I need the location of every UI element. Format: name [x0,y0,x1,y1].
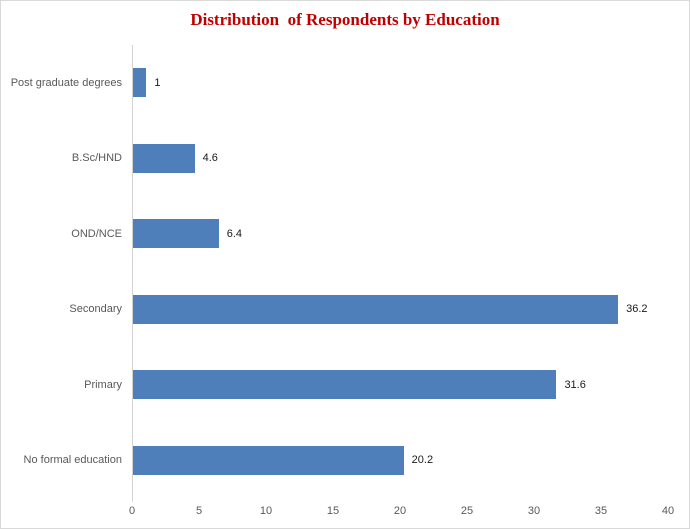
x-tick-label: 10 [259,505,273,517]
category-label: Post graduate degrees [10,76,122,89]
plot-area [132,45,668,498]
bar-b-sc-hnd [133,143,195,173]
bar-ond-nce [133,219,219,249]
bar-post-graduate-degrees [133,68,147,98]
x-tick-label: 20 [393,505,407,517]
x-tick-label: 25 [460,505,474,517]
x-tick-label: 0 [128,505,136,517]
chart-title: Distribution of Respondents by Education [190,10,500,29]
bar-secondary [133,294,619,324]
category-axis-line [132,45,133,502]
x-tick-label: 35 [594,505,608,517]
data-label: 4.6 [202,152,218,165]
category-label: Secondary [69,303,122,316]
x-tick-label: 5 [195,505,203,517]
data-label: 31.6 [564,378,586,391]
category-label: OND/NCE [71,227,122,240]
x-tick-label: 15 [326,505,340,517]
category-label: No formal education [23,454,122,467]
bar-primary [133,370,557,400]
category-label: Primary [84,378,122,391]
bar-no-formal-education [133,445,404,475]
x-tick-label: 40 [661,505,675,517]
data-label: 6.4 [226,227,243,240]
data-label: 36.2 [626,303,648,316]
category-label: B.Sc/HND [71,152,122,165]
data-label: 20.2 [411,454,434,467]
data-label: 1 [154,76,161,89]
x-tick-label: 30 [527,505,541,517]
